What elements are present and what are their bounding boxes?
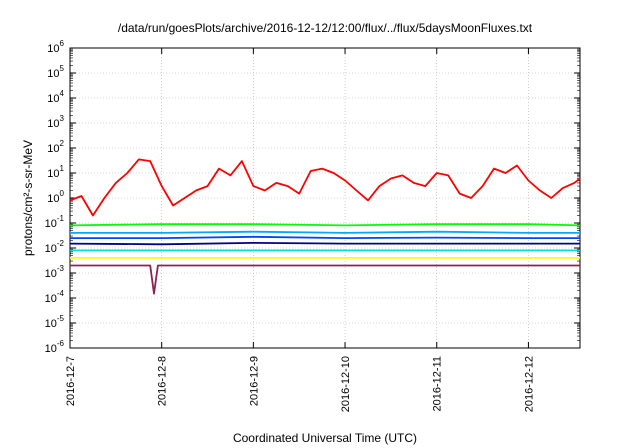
x-tick-labels: 2016-12-7 2016-12-8 2016-12-9 2016-12-10 201…	[65, 356, 535, 412]
series-line-2	[69, 223, 581, 227]
y-tick-label: 10-2	[45, 239, 65, 255]
y-tick-labels: 10-6 10-5 10-4 10-3 10-2 10-1 100 101 102 103 104 1…	[45, 39, 65, 355]
y-tick-label: 10-3	[45, 264, 65, 280]
x-tick-label: 2016-12-10	[340, 356, 352, 412]
y-tick-label: 10-5	[45, 314, 65, 330]
y-tick-label: 104	[47, 89, 64, 105]
x-tick-label: 2016-12-9	[248, 356, 260, 406]
y-tick-label: 105	[47, 64, 64, 80]
chart-title: /data/run/goesPlots/archive/2016-12-12/1…	[118, 21, 533, 35]
x-tick-label: 2016-12-12	[523, 356, 535, 412]
y-tick-label: 101	[47, 164, 64, 180]
y-tick-label: 102	[47, 139, 64, 155]
series-group	[69, 158, 581, 295]
y-tick-label: 106	[47, 39, 64, 55]
series-line-4	[70, 235, 580, 240]
series-line-8	[70, 264, 580, 295]
y-axis-label: protons/cm²-s-sr-MeV	[21, 140, 35, 256]
series-line-5	[69, 241, 580, 246]
y-tick-label: 10-4	[45, 289, 65, 305]
series-line-1	[69, 158, 581, 217]
y-tick-label: 100	[47, 189, 64, 205]
x-tick-label: 2016-12-11	[432, 356, 444, 411]
grid	[69, 47, 580, 349]
x-axis-label: Coordinated Universal Time (UTC)	[233, 431, 417, 445]
x-tick-label: 2016-12-8	[157, 356, 169, 406]
y-tick-label: 10-1	[45, 214, 65, 230]
series-line-3	[70, 230, 580, 234]
y-tick-label: 10-6	[45, 339, 65, 355]
x-tick-label: 2016-12-7	[65, 356, 77, 406]
y-tick-label: 103	[47, 114, 64, 130]
axis-ticks	[69, 47, 580, 349]
